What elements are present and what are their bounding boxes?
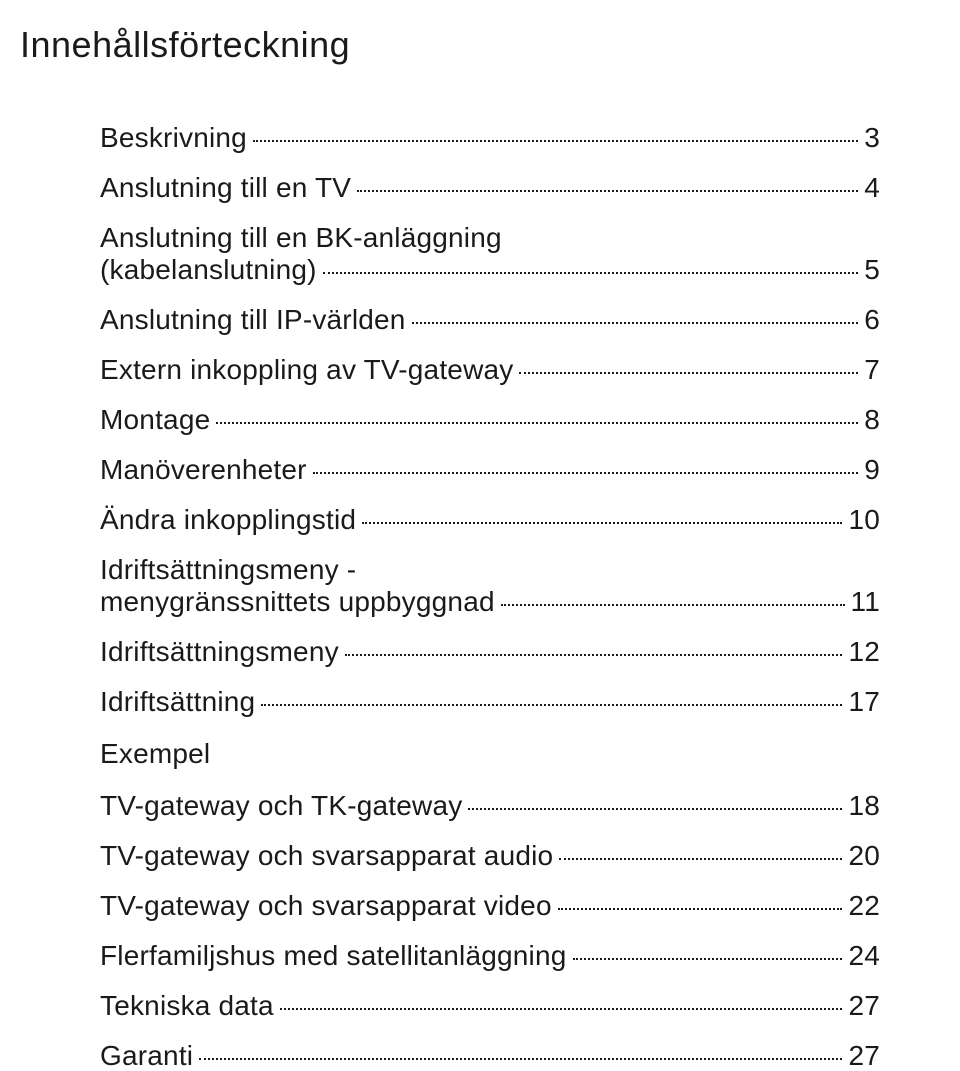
toc-label: TV-gateway och svarsapparat video: [100, 892, 552, 920]
toc-label: Anslutning till en BK-anläggning: [100, 224, 502, 252]
toc-entry-continuation: (kabelanslutning) 5: [100, 256, 880, 284]
toc-label: Montage: [100, 406, 210, 434]
toc-leader: [199, 1058, 842, 1060]
toc-page: 18: [848, 792, 880, 820]
toc-label: Ändra inkopplingstid: [100, 506, 356, 534]
toc-entry: TV-gateway och svarsapparat video 22: [100, 892, 880, 920]
toc-entry: Tekniska data 27: [100, 992, 880, 1020]
page-title: Innehållsförteckning: [20, 24, 900, 66]
toc-label: Tekniska data: [100, 992, 274, 1020]
toc-label: TV-gateway och svarsapparat audio: [100, 842, 553, 870]
toc-leader: [313, 472, 859, 474]
toc-leader: [558, 908, 843, 910]
toc-page: 9: [864, 456, 880, 484]
toc-label: menygränssnittets uppbyggnad: [100, 588, 495, 616]
toc-entry: Flerfamiljshus med satellitanläggning 24: [100, 942, 880, 970]
toc-entry: Idriftsättning 17: [100, 688, 880, 716]
toc-entry: Extern inkoppling av TV-gateway 7: [100, 356, 880, 384]
toc-leader: [559, 858, 842, 860]
toc-page: 24: [848, 942, 880, 970]
toc-page: 11: [851, 588, 880, 616]
toc-label: Garanti: [100, 1042, 193, 1070]
toc-entry: Anslutning till IP-världen 6: [100, 306, 880, 334]
toc-leader: [519, 372, 858, 374]
toc-label: Idriftsättning: [100, 688, 255, 716]
toc-entry: Idriftsättningsmeny 12: [100, 638, 880, 666]
toc-page: 22: [848, 892, 880, 920]
toc-entry: Ändra inkopplingstid 10: [100, 506, 880, 534]
toc-label: Idriftsättningsmeny -: [100, 556, 356, 584]
toc-page: 6: [864, 306, 880, 334]
toc-page: 8: [864, 406, 880, 434]
toc-label: (kabelanslutning): [100, 256, 317, 284]
toc-entry: Montage 8: [100, 406, 880, 434]
toc-entry: Beskrivning 3: [100, 124, 880, 152]
toc-page: 3: [864, 124, 880, 152]
toc-leader: [216, 422, 858, 424]
toc-label: Flerfamiljshus med satellitanläggning: [100, 942, 567, 970]
toc-label: Manöverenheter: [100, 456, 307, 484]
toc-page: 27: [848, 992, 880, 1020]
toc-page: 5: [864, 256, 880, 284]
toc-label: Beskrivning: [100, 124, 247, 152]
toc-entry: Garanti 27: [100, 1042, 880, 1070]
table-of-contents: Beskrivning 3 Anslutning till en TV 4 An…: [100, 124, 880, 1070]
toc-leader: [362, 522, 842, 524]
toc-label: Anslutning till IP-världen: [100, 306, 406, 334]
toc-entry-continuation: menygränssnittets uppbyggnad 11: [100, 588, 880, 616]
toc-entry: TV-gateway och TK-gateway 18: [100, 792, 880, 820]
toc-page: 27: [848, 1042, 880, 1070]
toc-label: Anslutning till en TV: [100, 174, 351, 202]
toc-entry: Anslutning till en BK-anläggning: [100, 224, 880, 252]
toc-section-heading: Exempel: [100, 738, 880, 770]
toc-leader: [573, 958, 843, 960]
toc-entry: Anslutning till en TV 4: [100, 174, 880, 202]
toc-leader: [323, 272, 859, 274]
toc-page: 10: [848, 506, 880, 534]
toc-page: 17: [848, 688, 880, 716]
toc-leader: [345, 654, 843, 656]
toc-label: TV-gateway och TK-gateway: [100, 792, 462, 820]
toc-leader: [468, 808, 842, 810]
toc-leader: [261, 704, 842, 706]
toc-leader: [501, 604, 845, 606]
toc-entry: TV-gateway och svarsapparat audio 20: [100, 842, 880, 870]
toc-page: 12: [848, 638, 880, 666]
toc-leader: [412, 322, 859, 324]
toc-entry: Idriftsättningsmeny -: [100, 556, 880, 584]
toc-label: Extern inkoppling av TV-gateway: [100, 356, 513, 384]
toc-label: Idriftsättningsmeny: [100, 638, 339, 666]
toc-leader: [253, 140, 858, 142]
toc-page: 7: [864, 356, 880, 384]
toc-leader: [357, 190, 858, 192]
toc-page: 20: [848, 842, 880, 870]
toc-page: 4: [864, 174, 880, 202]
toc-leader: [280, 1008, 843, 1010]
toc-entry: Manöverenheter 9: [100, 456, 880, 484]
